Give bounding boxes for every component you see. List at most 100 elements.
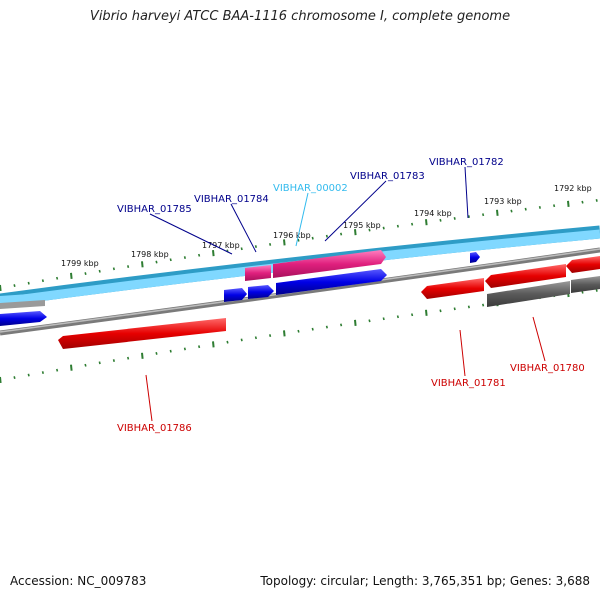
gene-label-vibhar-01784[interactable]: VIBHAR_01784 xyxy=(194,194,269,205)
lower-minor-tick xyxy=(198,345,201,349)
gene-vibhar-01780[interactable] xyxy=(485,264,566,288)
lower-minor-tick xyxy=(269,334,272,337)
upper-major-tick xyxy=(496,209,499,216)
gene-label-vibhar-01786[interactable]: VIBHAR_01786 xyxy=(117,423,192,434)
tick-row-upper xyxy=(0,199,598,292)
upper-minor-tick xyxy=(581,200,584,204)
upper-minor-tick xyxy=(169,258,172,262)
lower-major-tick xyxy=(212,341,215,348)
lower-minor-tick xyxy=(453,307,456,311)
lower-minor-tick xyxy=(240,338,243,342)
genome-info-label: Topology: circular; Length: 3,765,351 bp… xyxy=(260,574,590,588)
leader-line-01780 xyxy=(532,316,546,362)
upper-minor-tick xyxy=(56,276,59,280)
upper-minor-tick xyxy=(482,213,485,217)
gene-vibhar-01783[interactable] xyxy=(276,269,387,295)
leader-line-00002 xyxy=(295,192,309,247)
gene-label-vibhar-00002[interactable]: VIBHAR_00002 xyxy=(273,183,348,194)
upper-minor-tick xyxy=(198,253,201,257)
kbp-label-1795: 1795 kbp xyxy=(343,221,381,230)
upper-major-tick xyxy=(567,200,570,207)
upper-minor-tick xyxy=(396,224,399,228)
lower-minor-tick xyxy=(595,289,598,292)
upper-minor-tick xyxy=(127,265,130,268)
lower-minor-tick xyxy=(155,352,158,355)
upper-minor-tick xyxy=(325,234,328,238)
kbp-label-1793: 1793 kbp xyxy=(484,197,522,206)
upper-minor-tick xyxy=(254,245,257,248)
lower-minor-tick xyxy=(467,305,470,309)
leader-line-01786 xyxy=(145,374,153,422)
lower-minor-tick xyxy=(382,317,385,321)
upper-minor-tick xyxy=(439,218,442,222)
kbp-label-1794: 1794 kbp xyxy=(414,209,452,218)
kbp-label-1798: 1798 kbp xyxy=(131,250,169,259)
upper-minor-tick xyxy=(553,204,556,208)
gene-right-reverse-arrow[interactable] xyxy=(566,256,600,273)
lower-minor-tick xyxy=(368,319,371,323)
upper-major-tick xyxy=(354,229,357,236)
lower-minor-tick xyxy=(340,323,343,327)
gene-vibhar-01786[interactable] xyxy=(58,318,226,349)
lower-major-tick xyxy=(70,364,73,371)
upper-minor-tick xyxy=(183,256,186,259)
lower-major-tick xyxy=(283,330,286,337)
upper-minor-tick xyxy=(84,272,87,275)
gene-label-vibhar-01781[interactable]: VIBHAR_01781 xyxy=(431,378,506,389)
gene-label-vibhar-01780[interactable]: VIBHAR_01780 xyxy=(510,363,585,374)
upper-minor-tick xyxy=(27,281,30,285)
kbp-label-1792: 1792 kbp xyxy=(554,184,592,193)
kbp-label-1797: 1797 kbp xyxy=(202,241,240,250)
gene-label-vibhar-01783[interactable]: VIBHAR_01783 xyxy=(350,171,425,182)
kbp-label-1799: 1799 kbp xyxy=(61,259,99,268)
upper-minor-tick xyxy=(98,269,101,273)
gene-right-gray[interactable] xyxy=(571,276,600,293)
upper-minor-tick xyxy=(311,236,314,240)
lower-major-tick xyxy=(425,309,428,316)
gene-vibhar-01780-gray[interactable] xyxy=(487,281,570,307)
lower-minor-tick xyxy=(439,309,442,313)
upper-minor-tick xyxy=(467,215,470,218)
leader-line-01781 xyxy=(459,329,466,377)
gene-vibhar-01784[interactable] xyxy=(248,285,274,299)
upper-major-tick xyxy=(70,272,73,279)
upper-major-tick xyxy=(0,284,2,292)
lower-minor-tick xyxy=(311,327,314,331)
lower-minor-tick xyxy=(112,359,115,362)
lower-minor-tick xyxy=(84,363,87,367)
gene-vibhar-01781[interactable] xyxy=(421,278,484,299)
leader-line-01782 xyxy=(464,166,469,219)
lower-minor-tick xyxy=(411,313,414,317)
lower-minor-tick xyxy=(127,356,130,360)
lower-minor-tick xyxy=(169,349,172,353)
map-title: Vibrio harveyi ATCC BAA-1116 chromosome … xyxy=(89,9,511,24)
gene-vibhar-00002-rna-small[interactable] xyxy=(245,265,271,281)
upper-minor-tick xyxy=(453,217,456,220)
upper-minor-tick xyxy=(269,243,272,246)
gene-vibhar-00002-rna[interactable] xyxy=(273,250,386,278)
gene-label-vibhar-01782[interactable]: VIBHAR_01782 xyxy=(429,157,504,168)
gene-vibhar-01785[interactable] xyxy=(224,288,247,302)
upper-minor-tick xyxy=(382,226,385,230)
leader-line-01783 xyxy=(324,180,387,242)
gene-label-vibhar-01785[interactable]: VIBHAR_01785 xyxy=(117,204,192,215)
upper-minor-tick xyxy=(13,284,16,287)
upper-minor-tick xyxy=(368,228,371,232)
gene-left-forward-arrow[interactable] xyxy=(0,311,47,326)
upper-minor-tick xyxy=(411,222,414,226)
kbp-label-1796: 1796 kbp xyxy=(273,231,311,240)
left-cyan-segment xyxy=(0,293,45,302)
upper-minor-tick xyxy=(538,206,541,209)
upper-minor-tick xyxy=(41,279,44,283)
accession-label: Accession: NC_009783 xyxy=(10,574,147,588)
lower-minor-tick xyxy=(41,371,44,374)
upper-minor-tick xyxy=(112,267,115,271)
lower-minor-tick xyxy=(297,329,300,333)
gene-vibhar-01782[interactable] xyxy=(470,252,480,263)
lower-minor-tick xyxy=(27,373,30,377)
upper-major-tick xyxy=(425,219,428,226)
lower-minor-tick xyxy=(13,376,16,379)
lower-minor-tick xyxy=(396,315,399,319)
leader-line-01784 xyxy=(230,203,257,253)
